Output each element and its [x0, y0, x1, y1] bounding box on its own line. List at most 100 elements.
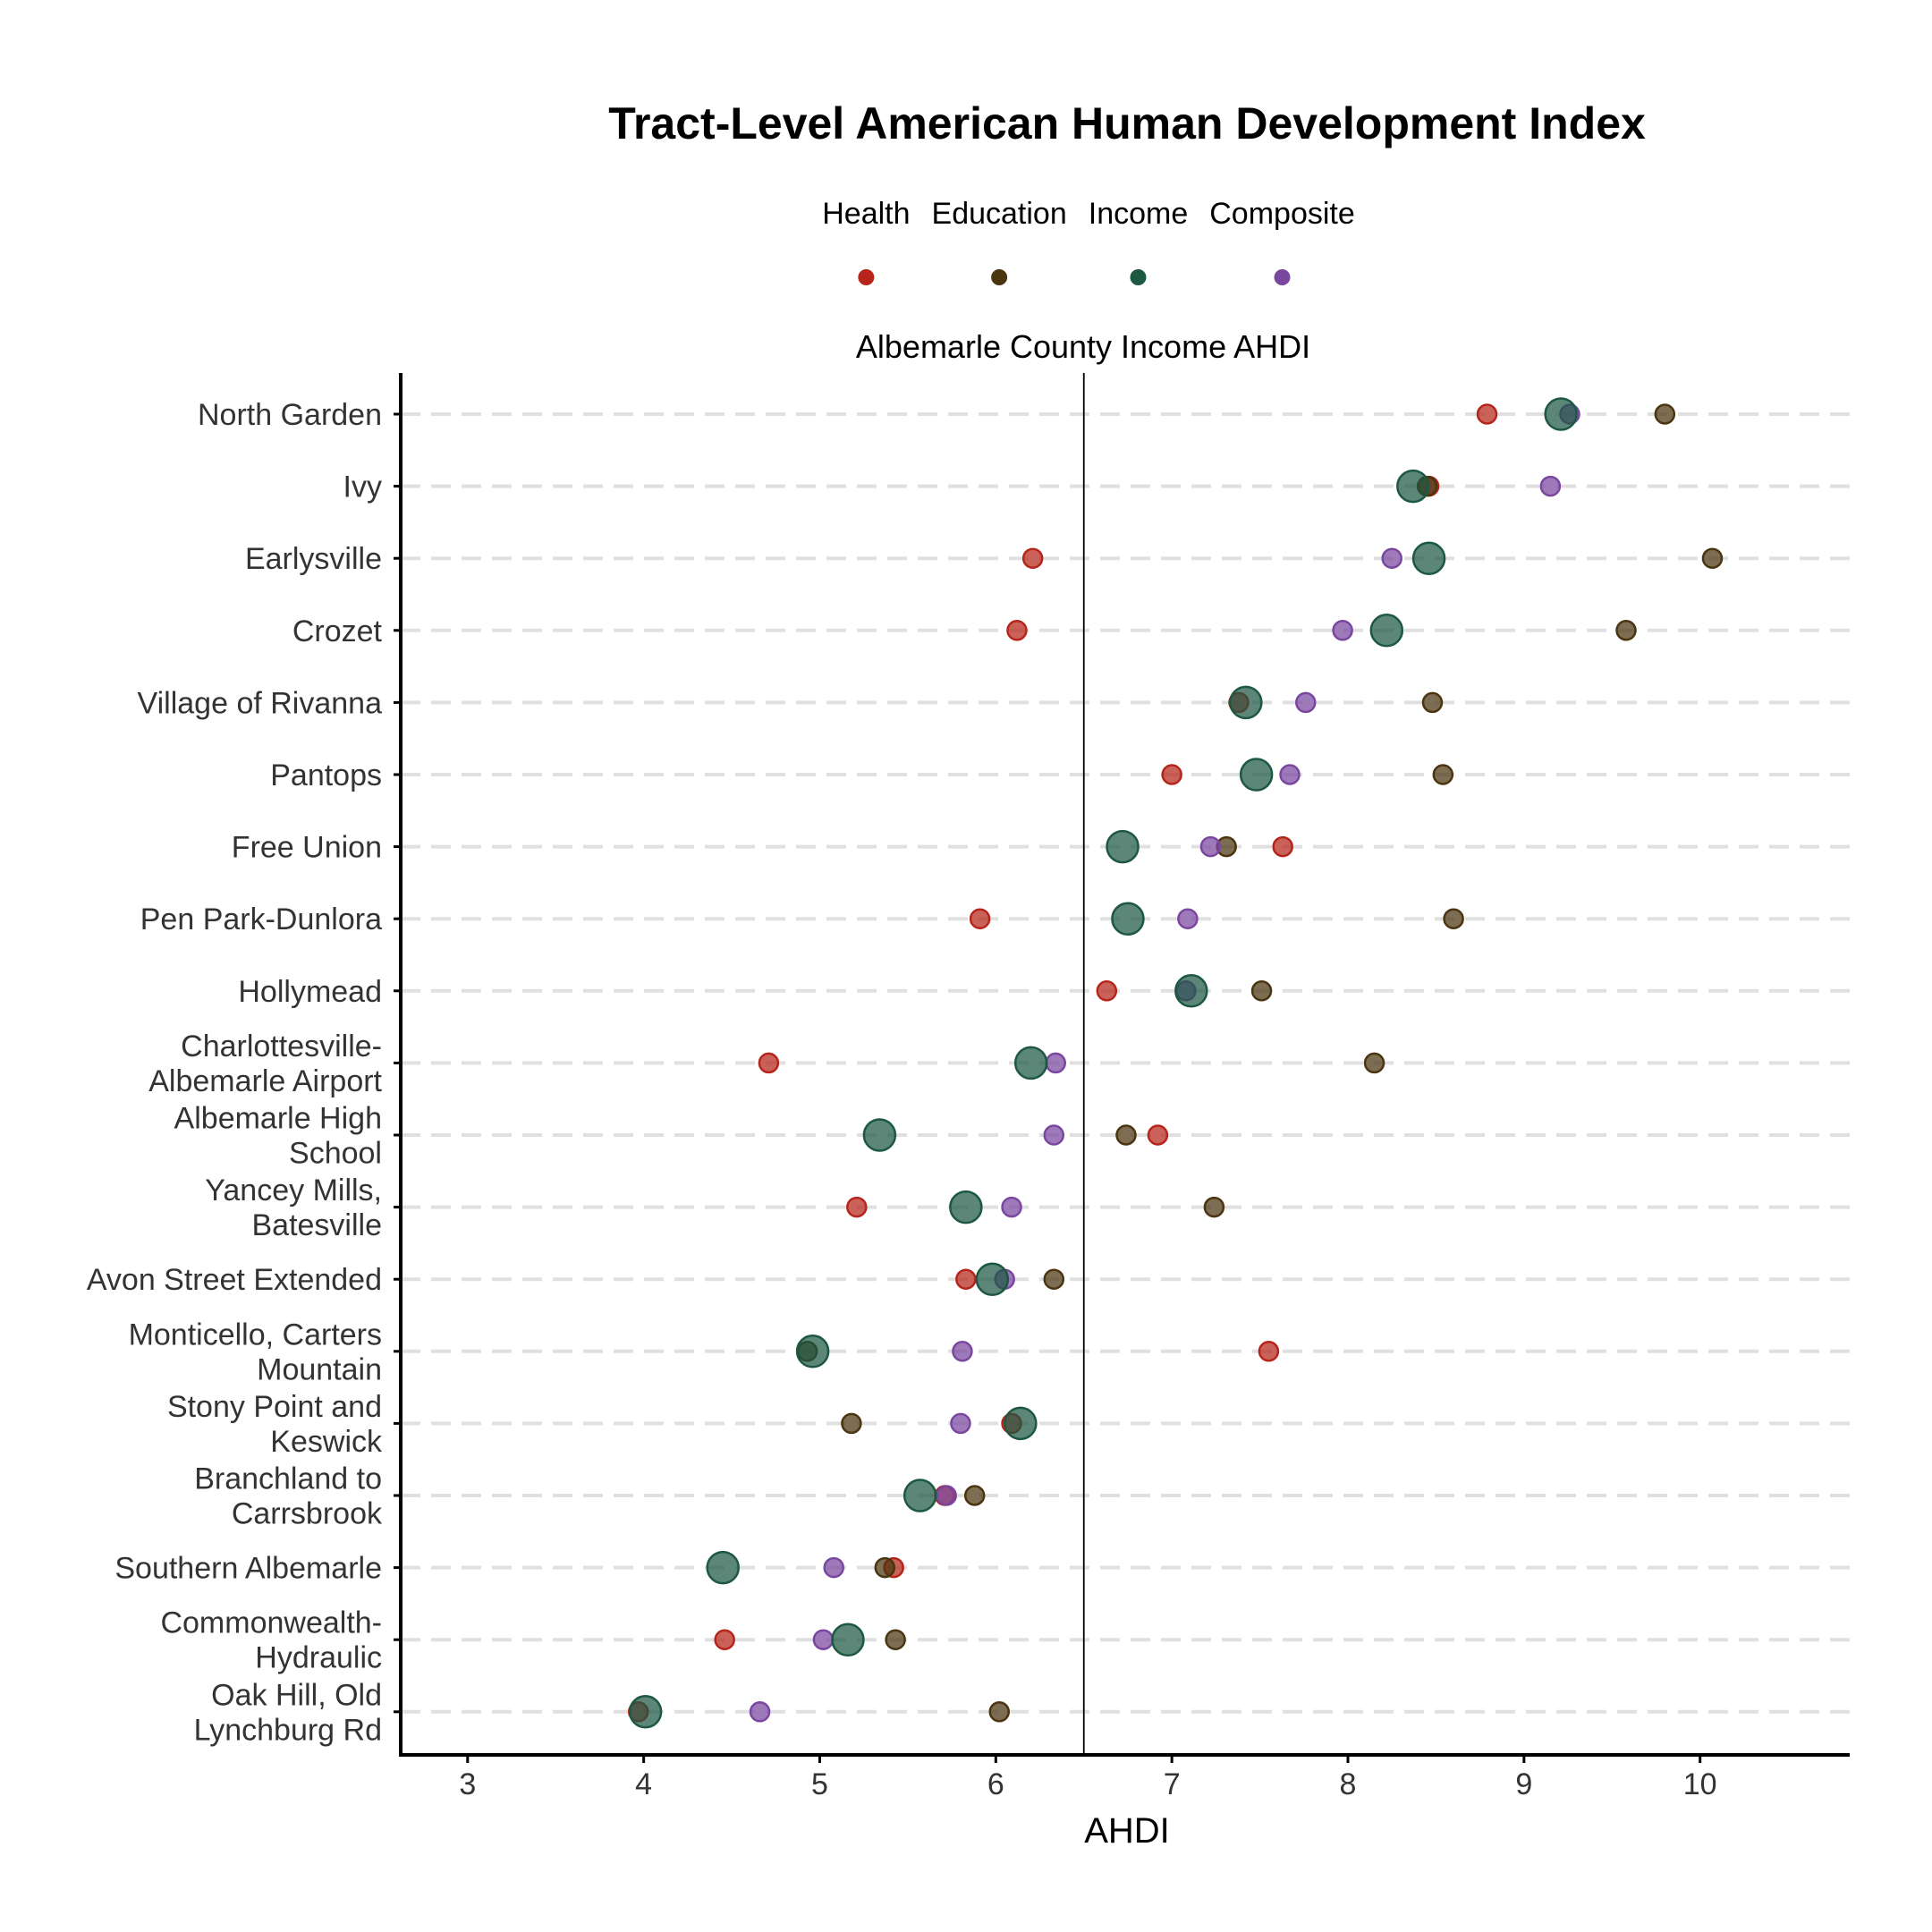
health-point: [1096, 980, 1118, 1002]
health-point: [1021, 547, 1044, 569]
y-tick-label-line: Village of Rivanna: [138, 686, 383, 720]
y-tick-label-line: School: [289, 1137, 382, 1171]
legend-marker-health: [858, 269, 875, 285]
income-point: [1396, 469, 1430, 504]
y-tick-label: Yancey Mills, Batesville: [205, 1174, 382, 1242]
y-tick-label-line: Carrsbrook: [232, 1497, 383, 1531]
y-tick-label-line: Mountain: [257, 1352, 382, 1386]
y-tick-label-line: Monticello, Carters: [129, 1318, 382, 1352]
y-tick-label: Monticello, Carters Mountain: [129, 1318, 382, 1386]
axes: North Garden Ivy Earlysville Crozet Village …: [87, 373, 1850, 1801]
health-point: [955, 1268, 977, 1290]
education-point: [1115, 1124, 1137, 1146]
legend-label-income: Income: [1089, 197, 1189, 231]
income-point: [831, 1623, 865, 1657]
x-tick-label: 10: [1683, 1767, 1717, 1801]
education-point: [874, 1556, 896, 1579]
y-tick-label: Earlysville: [245, 542, 382, 576]
y-tick-label-line: Albemarle High: [174, 1102, 382, 1136]
composite-point: [1045, 1052, 1066, 1074]
health-point: [1006, 620, 1028, 641]
x-tick-label: 5: [811, 1767, 828, 1801]
y-tick-label-line: North Garden: [198, 398, 382, 432]
education-point: [1250, 980, 1273, 1002]
composite-point: [1295, 691, 1317, 714]
income-point: [706, 1550, 740, 1585]
x-tick-label: 9: [1515, 1767, 1532, 1801]
composite-point: [936, 1485, 957, 1506]
education-point: [1615, 620, 1637, 641]
y-tick-label: Crozet: [292, 614, 383, 648]
health-point: [714, 1629, 735, 1650]
education-point: [1043, 1268, 1065, 1290]
education-point: [963, 1485, 986, 1506]
y-tick-label: Village of Rivanna: [138, 686, 383, 720]
legend-marker-income: [1130, 269, 1147, 285]
legend-label-composite: Composite: [1209, 197, 1355, 231]
y-tick-label-line: Free Union: [232, 831, 382, 865]
y-tick-label: Free Union: [232, 831, 382, 865]
education-point: [885, 1629, 906, 1650]
income-point: [1106, 829, 1140, 864]
legend-marker-education: [991, 269, 1008, 285]
y-tick-label: Pen Park-Dunlora: [140, 902, 382, 936]
y-tick-label-line: Lynchburg Rd: [194, 1713, 382, 1747]
education-point: [1432, 764, 1454, 785]
composite-point: [950, 1412, 971, 1435]
health-point: [1272, 835, 1293, 858]
legend: Health Education Income Composite: [822, 197, 1355, 285]
health-point: [1258, 1341, 1280, 1362]
x-tick-label: 8: [1340, 1767, 1357, 1801]
y-tick-label-line: Hollymead: [238, 975, 382, 1009]
y-tick-label: Oak Hill, Old Lynchburg Rd: [194, 1678, 382, 1747]
income-point: [1013, 1046, 1048, 1080]
composite-point: [1332, 620, 1353, 641]
income-point: [1411, 541, 1446, 575]
y-tick-label-line: Crozet: [292, 614, 383, 648]
y-tick-label-line: Pantops: [270, 758, 382, 792]
y-tick-label: Southern Albemarle: [114, 1552, 382, 1586]
education-point: [1701, 547, 1724, 569]
data-points: [627, 397, 1724, 1729]
composite-point: [952, 1341, 973, 1362]
y-tick-label: North Garden: [198, 398, 382, 432]
y-tick-label: Albemarle High School: [174, 1102, 382, 1171]
education-point: [988, 1701, 1011, 1723]
income-point: [975, 1262, 1010, 1296]
income-point: [1229, 685, 1263, 720]
education-point: [1203, 1196, 1225, 1218]
income-point: [1544, 397, 1578, 431]
composite-point: [823, 1556, 844, 1579]
composite-point: [1001, 1196, 1022, 1218]
y-tick-label-line: Southern Albemarle: [114, 1552, 382, 1586]
income-point: [1111, 902, 1145, 936]
income-point: [862, 1118, 897, 1152]
health-point: [1476, 403, 1498, 425]
x-tick-label: 4: [635, 1767, 652, 1801]
reference-line-label: Albemarle County Income AHDI: [856, 328, 1310, 365]
education-point: [1363, 1052, 1385, 1074]
composite-point: [1043, 1124, 1065, 1146]
y-tick-label-line: Oak Hill, Old: [211, 1678, 382, 1712]
health-point: [1161, 764, 1182, 785]
y-tick-label: Avon Street Extended: [87, 1263, 382, 1297]
legend-label-education: Education: [932, 197, 1067, 231]
y-tick-label-line: Batesville: [251, 1208, 382, 1242]
education-point: [1654, 403, 1676, 425]
health-point: [846, 1196, 868, 1218]
y-tick-label-line: Yancey Mills,: [205, 1174, 382, 1208]
y-tick-label-line: Earlysville: [245, 542, 382, 576]
education-point: [841, 1412, 862, 1435]
legend-label-health: Health: [822, 197, 910, 231]
y-tick-label: Commonwealth-Hydraulic: [160, 1606, 382, 1675]
legend-marker-composite: [1274, 269, 1291, 285]
y-tick-label: Ivy: [343, 470, 382, 504]
x-tick-label: 7: [1164, 1767, 1181, 1801]
health-point: [758, 1052, 780, 1074]
income-point: [902, 1479, 937, 1513]
composite-point: [749, 1701, 771, 1723]
composite-point: [1381, 547, 1402, 569]
composite-point: [1539, 475, 1562, 497]
income-point: [1239, 758, 1274, 792]
